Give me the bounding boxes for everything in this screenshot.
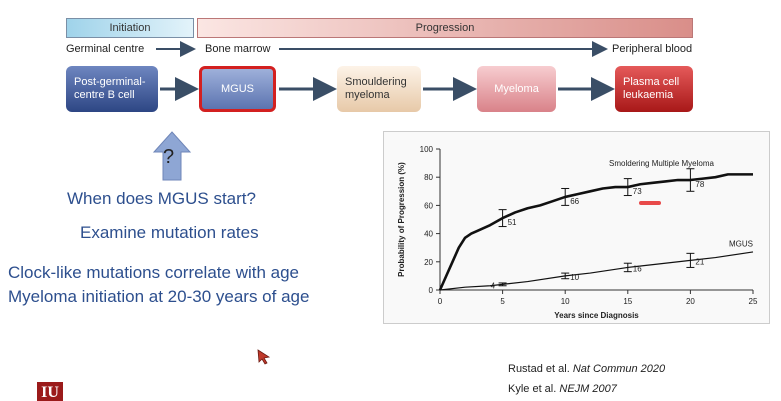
stage-b-cell: Post-germinal-centre B cell xyxy=(66,66,158,112)
progression-chart: 0 5 10 15 20 25 0 20 40 60 80 100 Years since Diagno… xyxy=(397,145,758,320)
data-label: 10 xyxy=(570,273,579,282)
stage-mgus-label: MGUS xyxy=(221,82,254,95)
stage-mgus: MGUS xyxy=(199,66,276,112)
y-tick-label: 40 xyxy=(424,230,433,239)
series-line xyxy=(438,173,753,291)
y-tick-label: 20 xyxy=(424,258,433,267)
x-tick-label: 10 xyxy=(561,297,570,306)
data-label: 78 xyxy=(695,180,704,189)
university-logo-text: IU xyxy=(41,384,59,401)
citation-kyle-authors: Kyle et al. xyxy=(508,383,557,395)
x-tick-label: 20 xyxy=(686,297,695,306)
citation-rustad: Rustad et al. Nat Commun 2020 xyxy=(508,363,665,375)
stage-smouldering-line2: myeloma xyxy=(345,89,390,101)
data-label: 66 xyxy=(570,197,579,206)
data-label: 21 xyxy=(695,257,704,266)
x-axis-label: Years since Diagnosis xyxy=(554,311,639,320)
data-label: 4 xyxy=(491,281,496,290)
phase-progression-label: Progression xyxy=(415,22,475,34)
x-tick-label: 15 xyxy=(623,297,632,306)
stage-smouldering: Smouldering myeloma xyxy=(337,66,421,112)
stage-myeloma: Myeloma xyxy=(477,66,556,112)
phase-progression: Progression xyxy=(197,18,693,38)
y-tick-label: 100 xyxy=(420,145,434,154)
data-label: 16 xyxy=(633,264,642,273)
series-line xyxy=(439,251,754,291)
phase-initiation: Initiation xyxy=(66,18,194,38)
citation-kyle-journal: NEJM 2007 xyxy=(559,383,617,395)
y-tick-label: 60 xyxy=(424,201,433,210)
x-tick-label: 25 xyxy=(749,297,758,306)
flow-arrows xyxy=(156,41,615,101)
university-logo: IU xyxy=(37,382,63,401)
question-mgus-start: When does MGUS start? xyxy=(67,189,256,208)
stage-pcl-line2: leukaemia xyxy=(623,89,674,101)
y-tick-label: 0 xyxy=(429,286,434,295)
y-tick-label: 80 xyxy=(424,173,433,182)
question-mark: ? xyxy=(163,146,175,168)
location-germinal: Germinal centre xyxy=(66,43,145,55)
stage-smouldering-line1: Smouldering xyxy=(345,76,407,88)
phase-initiation-label: Initiation xyxy=(109,22,151,34)
stage-b-cell-line1: Post-germinal- xyxy=(74,76,146,88)
myeloma-initiation-age: Myeloma initiation at 20-30 years of age xyxy=(8,287,310,306)
stage-pcl-line1: Plasma cell xyxy=(623,76,680,88)
series-label: Smoldering Multiple Myeloma xyxy=(609,159,714,168)
highlight-mark xyxy=(639,201,661,205)
x-tick-label: 5 xyxy=(500,297,505,306)
y-axis-label: Probability of Progression (%) xyxy=(397,162,406,277)
location-marrow: Bone marrow xyxy=(205,43,271,55)
citation-kyle: Kyle et al. NEJM 2007 xyxy=(508,383,617,395)
x-tick-label: 0 xyxy=(438,297,443,306)
location-blood: Peripheral blood xyxy=(612,43,693,55)
stage-pcl: Plasma cell leukaemia xyxy=(615,66,693,112)
mouse-cursor-icon xyxy=(257,349,271,365)
series-label: MGUS xyxy=(729,239,753,248)
progression-chart-panel: 0 5 10 15 20 25 0 20 40 60 80 100 Years since Diagno… xyxy=(383,131,770,324)
up-arrow-icon xyxy=(152,131,192,181)
stage-myeloma-label: Myeloma xyxy=(494,82,539,95)
data-label: 51 xyxy=(508,218,517,227)
clock-like-mutations: Clock-like mutations correlate with age xyxy=(8,263,300,282)
citation-rustad-authors: Rustad et al. xyxy=(508,363,570,375)
data-label: 73 xyxy=(633,187,642,196)
citation-rustad-journal: Nat Commun 2020 xyxy=(572,363,666,375)
examine-mutation-rates: Examine mutation rates xyxy=(80,223,259,242)
stage-b-cell-line2: centre B cell xyxy=(74,89,135,101)
